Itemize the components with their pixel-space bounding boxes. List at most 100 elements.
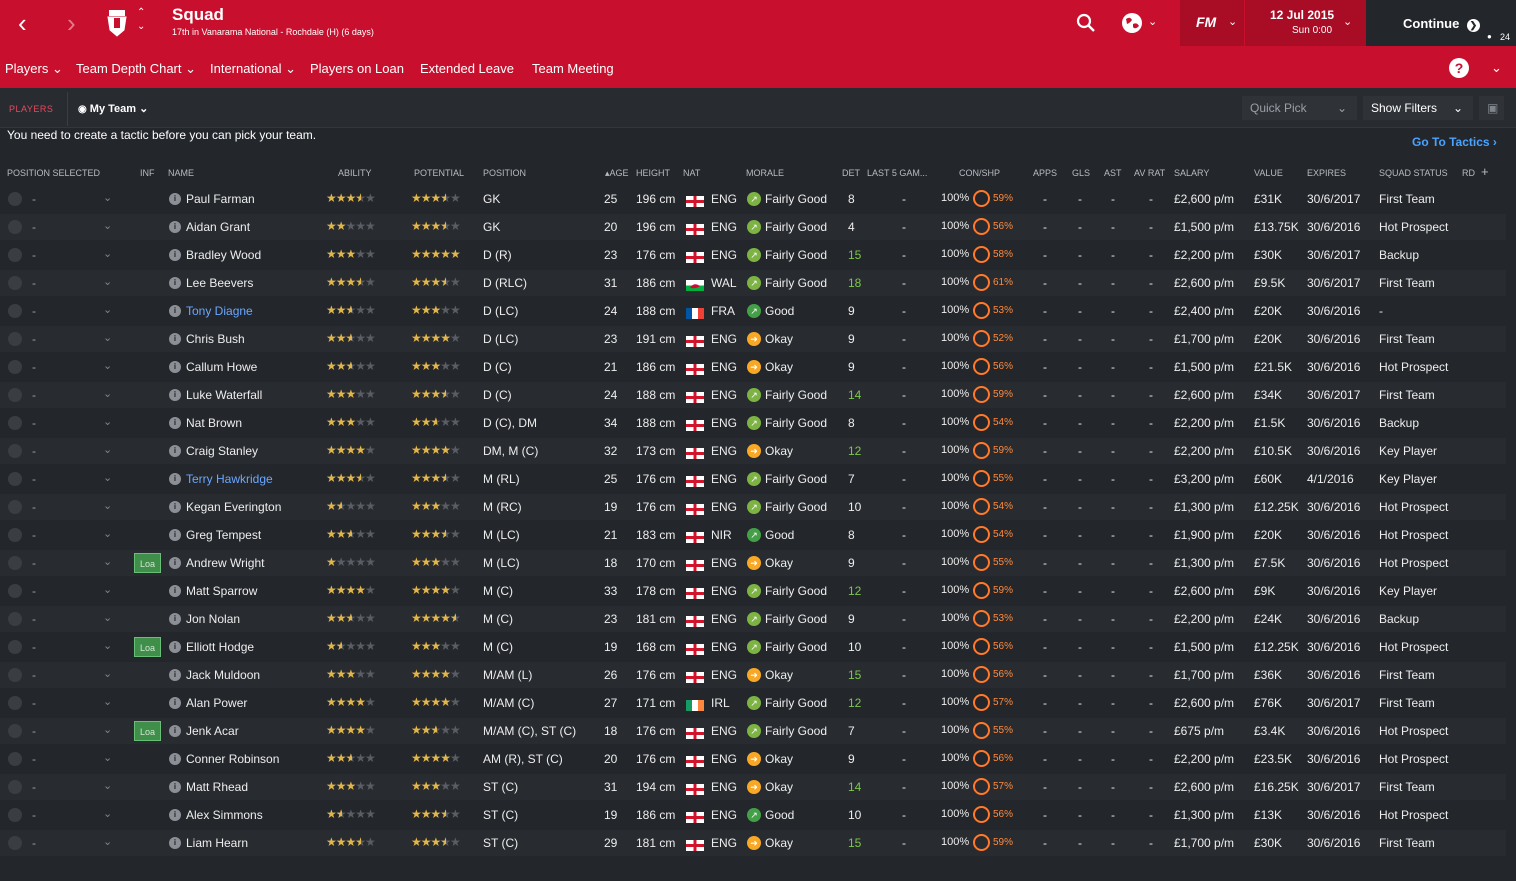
table-row[interactable]: - ⌄ i Jon Nolan ★★★ ★ ★★ ★★★★★ ★ M (C) 23 1… [0, 606, 1506, 632]
table-row[interactable]: - ⌄ i Chris Bush ★★★ ★ ★★ ★★★★★ D (LC) 23 … [0, 326, 1506, 352]
position-chevron-icon[interactable]: ⌄ [103, 696, 113, 708]
position-selected[interactable]: - [32, 696, 36, 710]
date-block[interactable] [1245, 0, 1366, 46]
position-selected[interactable]: - [32, 584, 36, 598]
position-selected[interactable]: - [32, 780, 36, 794]
date-chevron-icon[interactable]: ⌄ [1343, 16, 1353, 28]
table-row[interactable]: - ⌄ i Liam Hearn ★★★★ ★ ★ ★★★★ ★ ★ ST (C) 29… [0, 830, 1506, 856]
tab-international[interactable]: International ⌄ [210, 61, 297, 76]
position-chevron-icon[interactable]: ⌄ [103, 640, 113, 652]
tab-players[interactable]: Players ⌄ [5, 61, 63, 76]
position-chevron-icon[interactable]: ⌄ [103, 388, 113, 400]
info-icon[interactable]: i [169, 725, 181, 737]
info-icon[interactable]: i [169, 641, 181, 653]
info-icon[interactable]: i [169, 669, 181, 681]
table-row[interactable]: - ⌄ i Tony Diagne ★★★ ★ ★★ ★★★★★ D (LC) 24… [0, 298, 1506, 324]
column-header-rd[interactable]: RD [1462, 168, 1475, 178]
info-icon[interactable]: i [169, 585, 181, 597]
position-selected[interactable]: - [32, 192, 36, 206]
position-selected[interactable]: - [32, 276, 36, 290]
table-row[interactable]: - ⌄ i Alan Power ★★★★★ ★★★★★ M/AM (C) 27… [0, 690, 1506, 716]
position-chevron-icon[interactable]: ⌄ [103, 332, 113, 344]
search-icon[interactable] [1076, 13, 1096, 33]
column-header-position[interactable]: POSITION [483, 168, 527, 178]
column-header-av-rat[interactable]: AV RAT [1134, 168, 1166, 178]
info-icon[interactable]: i [169, 193, 181, 205]
position-selected[interactable]: - [32, 248, 36, 262]
world-icon[interactable] [1121, 12, 1143, 34]
table-row[interactable]: - ⌄ i Lee Beevers ★★★★ ★ ★ ★★★★ ★ ★ D (RLC) … [0, 270, 1506, 296]
info-icon[interactable]: i [169, 781, 181, 793]
table-row[interactable]: - ⌄ i Kegan Everington ★★ ★ ★★★ ★★★★★ M (R… [0, 494, 1506, 520]
info-icon[interactable]: i [169, 529, 181, 541]
column-header-value[interactable]: VALUE [1254, 168, 1283, 178]
lock-icon[interactable]: ▣ [1479, 96, 1504, 120]
tab-players-on-loan[interactable]: Players on Loan [310, 61, 404, 76]
position-chevron-icon[interactable]: ⌄ [103, 248, 113, 260]
player-name[interactable]: Aidan Grant [186, 220, 251, 234]
position-selected[interactable]: - [32, 444, 36, 458]
player-name[interactable]: Terry Hawkridge [186, 472, 273, 486]
table-row[interactable]: - ⌄ i Nat Brown ★★★★★ ★★★ ★ ★★ D (C), DM 3… [0, 410, 1506, 436]
position-chevron-icon[interactable]: ⌄ [103, 556, 113, 568]
select-check-icon[interactable] [8, 444, 22, 458]
position-selected[interactable]: - [32, 220, 36, 234]
player-name[interactable]: Andrew Wright [186, 556, 265, 570]
position-selected[interactable]: - [32, 472, 36, 486]
info-icon[interactable]: i [169, 557, 181, 569]
table-row[interactable]: - ⌄ i Greg Tempest ★★★ ★ ★★ ★★★★ ★ ★ M (LC) … [0, 522, 1506, 548]
select-check-icon[interactable] [8, 780, 22, 794]
position-chevron-icon[interactable]: ⌄ [103, 444, 113, 456]
position-selected[interactable]: - [32, 388, 36, 402]
table-row[interactable]: - ⌄ i Bradley Wood ★★★★★ ★★★★★ D (R) 23 … [0, 242, 1506, 268]
column-header-squad-status[interactable]: SQUAD STATUS [1379, 168, 1448, 178]
player-name[interactable]: Luke Waterfall [186, 388, 263, 402]
tab-team-depth-chart[interactable]: Team Depth Chart ⌄ [76, 61, 197, 76]
position-chevron-icon[interactable]: ⌄ [103, 304, 113, 316]
select-check-icon[interactable] [8, 584, 22, 598]
info-icon[interactable]: i [169, 445, 181, 457]
position-chevron-icon[interactable]: ⌄ [103, 276, 113, 288]
column-header-ast[interactable]: AST [1104, 168, 1122, 178]
player-name[interactable]: Liam Hearn [186, 836, 249, 850]
position-chevron-icon[interactable]: ⌄ [103, 416, 113, 428]
column-header-apps[interactable]: APPS [1033, 168, 1058, 178]
view-selector[interactable]: ◉ My Team ⌄ [78, 103, 149, 115]
table-row[interactable]: - ⌄ i Luke Waterfall ★★★★★ ★★★★ ★ ★ D (C) … [0, 382, 1506, 408]
column-header-morale[interactable]: MORALE [746, 168, 785, 178]
world-chevron-icon[interactable]: ⌄ [1148, 16, 1158, 28]
column-header-last-5-gam[interactable]: LAST 5 GAM... [867, 168, 928, 178]
select-check-icon[interactable] [8, 304, 22, 318]
position-selected[interactable]: - [32, 612, 36, 626]
position-chevron-icon[interactable]: ⌄ [103, 780, 113, 792]
position-chevron-icon[interactable]: ⌄ [103, 584, 113, 596]
table-row[interactable]: - ⌄ Loa i Andrew Wright ★★★★★ ★★★★★ M (L… [0, 550, 1506, 576]
table-row[interactable]: - ⌄ i Paul Farman ★★★★ ★ ★ ★★★★ ★ ★ GK 25 19… [0, 186, 1506, 212]
info-icon[interactable]: i [169, 697, 181, 709]
table-row[interactable]: - ⌄ Loa i Elliott Hodge ★★ ★ ★★★ ★★★★★ M (… [0, 634, 1506, 660]
table-row[interactable]: - ⌄ i Conner Robinson ★★★ ★ ★★ ★★★★★ AM (R… [0, 746, 1506, 772]
table-row[interactable]: - ⌄ i Aidan Grant ★★★★★ ★★★★ ★ ★ GK 20 196… [0, 214, 1506, 240]
position-chevron-icon[interactable]: ⌄ [103, 808, 113, 820]
player-name[interactable]: Nat Brown [186, 416, 243, 430]
position-selected[interactable]: - [32, 332, 36, 346]
position-selected[interactable]: - [32, 668, 36, 682]
column-header-name[interactable]: NAME [168, 168, 195, 178]
player-name[interactable]: Tony Diagne [186, 304, 253, 318]
crest-down-chevron-icon[interactable]: ⌄ [137, 21, 146, 32]
position-selected[interactable]: - [32, 724, 36, 738]
column-header-salary[interactable]: SALARY [1174, 168, 1210, 178]
select-check-icon[interactable] [8, 724, 22, 738]
select-check-icon[interactable] [8, 388, 22, 402]
info-icon[interactable]: i [169, 837, 181, 849]
player-name[interactable]: Greg Tempest [186, 528, 262, 542]
player-name[interactable]: Elliott Hodge [186, 640, 255, 654]
position-chevron-icon[interactable]: ⌄ [103, 612, 113, 624]
table-row[interactable]: - ⌄ Loa i Jenk Acar ★★★★★ ★★★ ★ ★★ M/AM (C… [0, 718, 1506, 744]
player-name[interactable]: Matt Sparrow [186, 584, 258, 598]
info-icon[interactable]: i [169, 613, 181, 625]
go-to-tactics-link[interactable]: Go To Tactics › [1412, 135, 1497, 149]
position-chevron-icon[interactable]: ⌄ [103, 500, 113, 512]
column-header-ability[interactable]: ABILITY [338, 168, 372, 178]
column-header-potential[interactable]: POTENTIAL [414, 168, 465, 178]
